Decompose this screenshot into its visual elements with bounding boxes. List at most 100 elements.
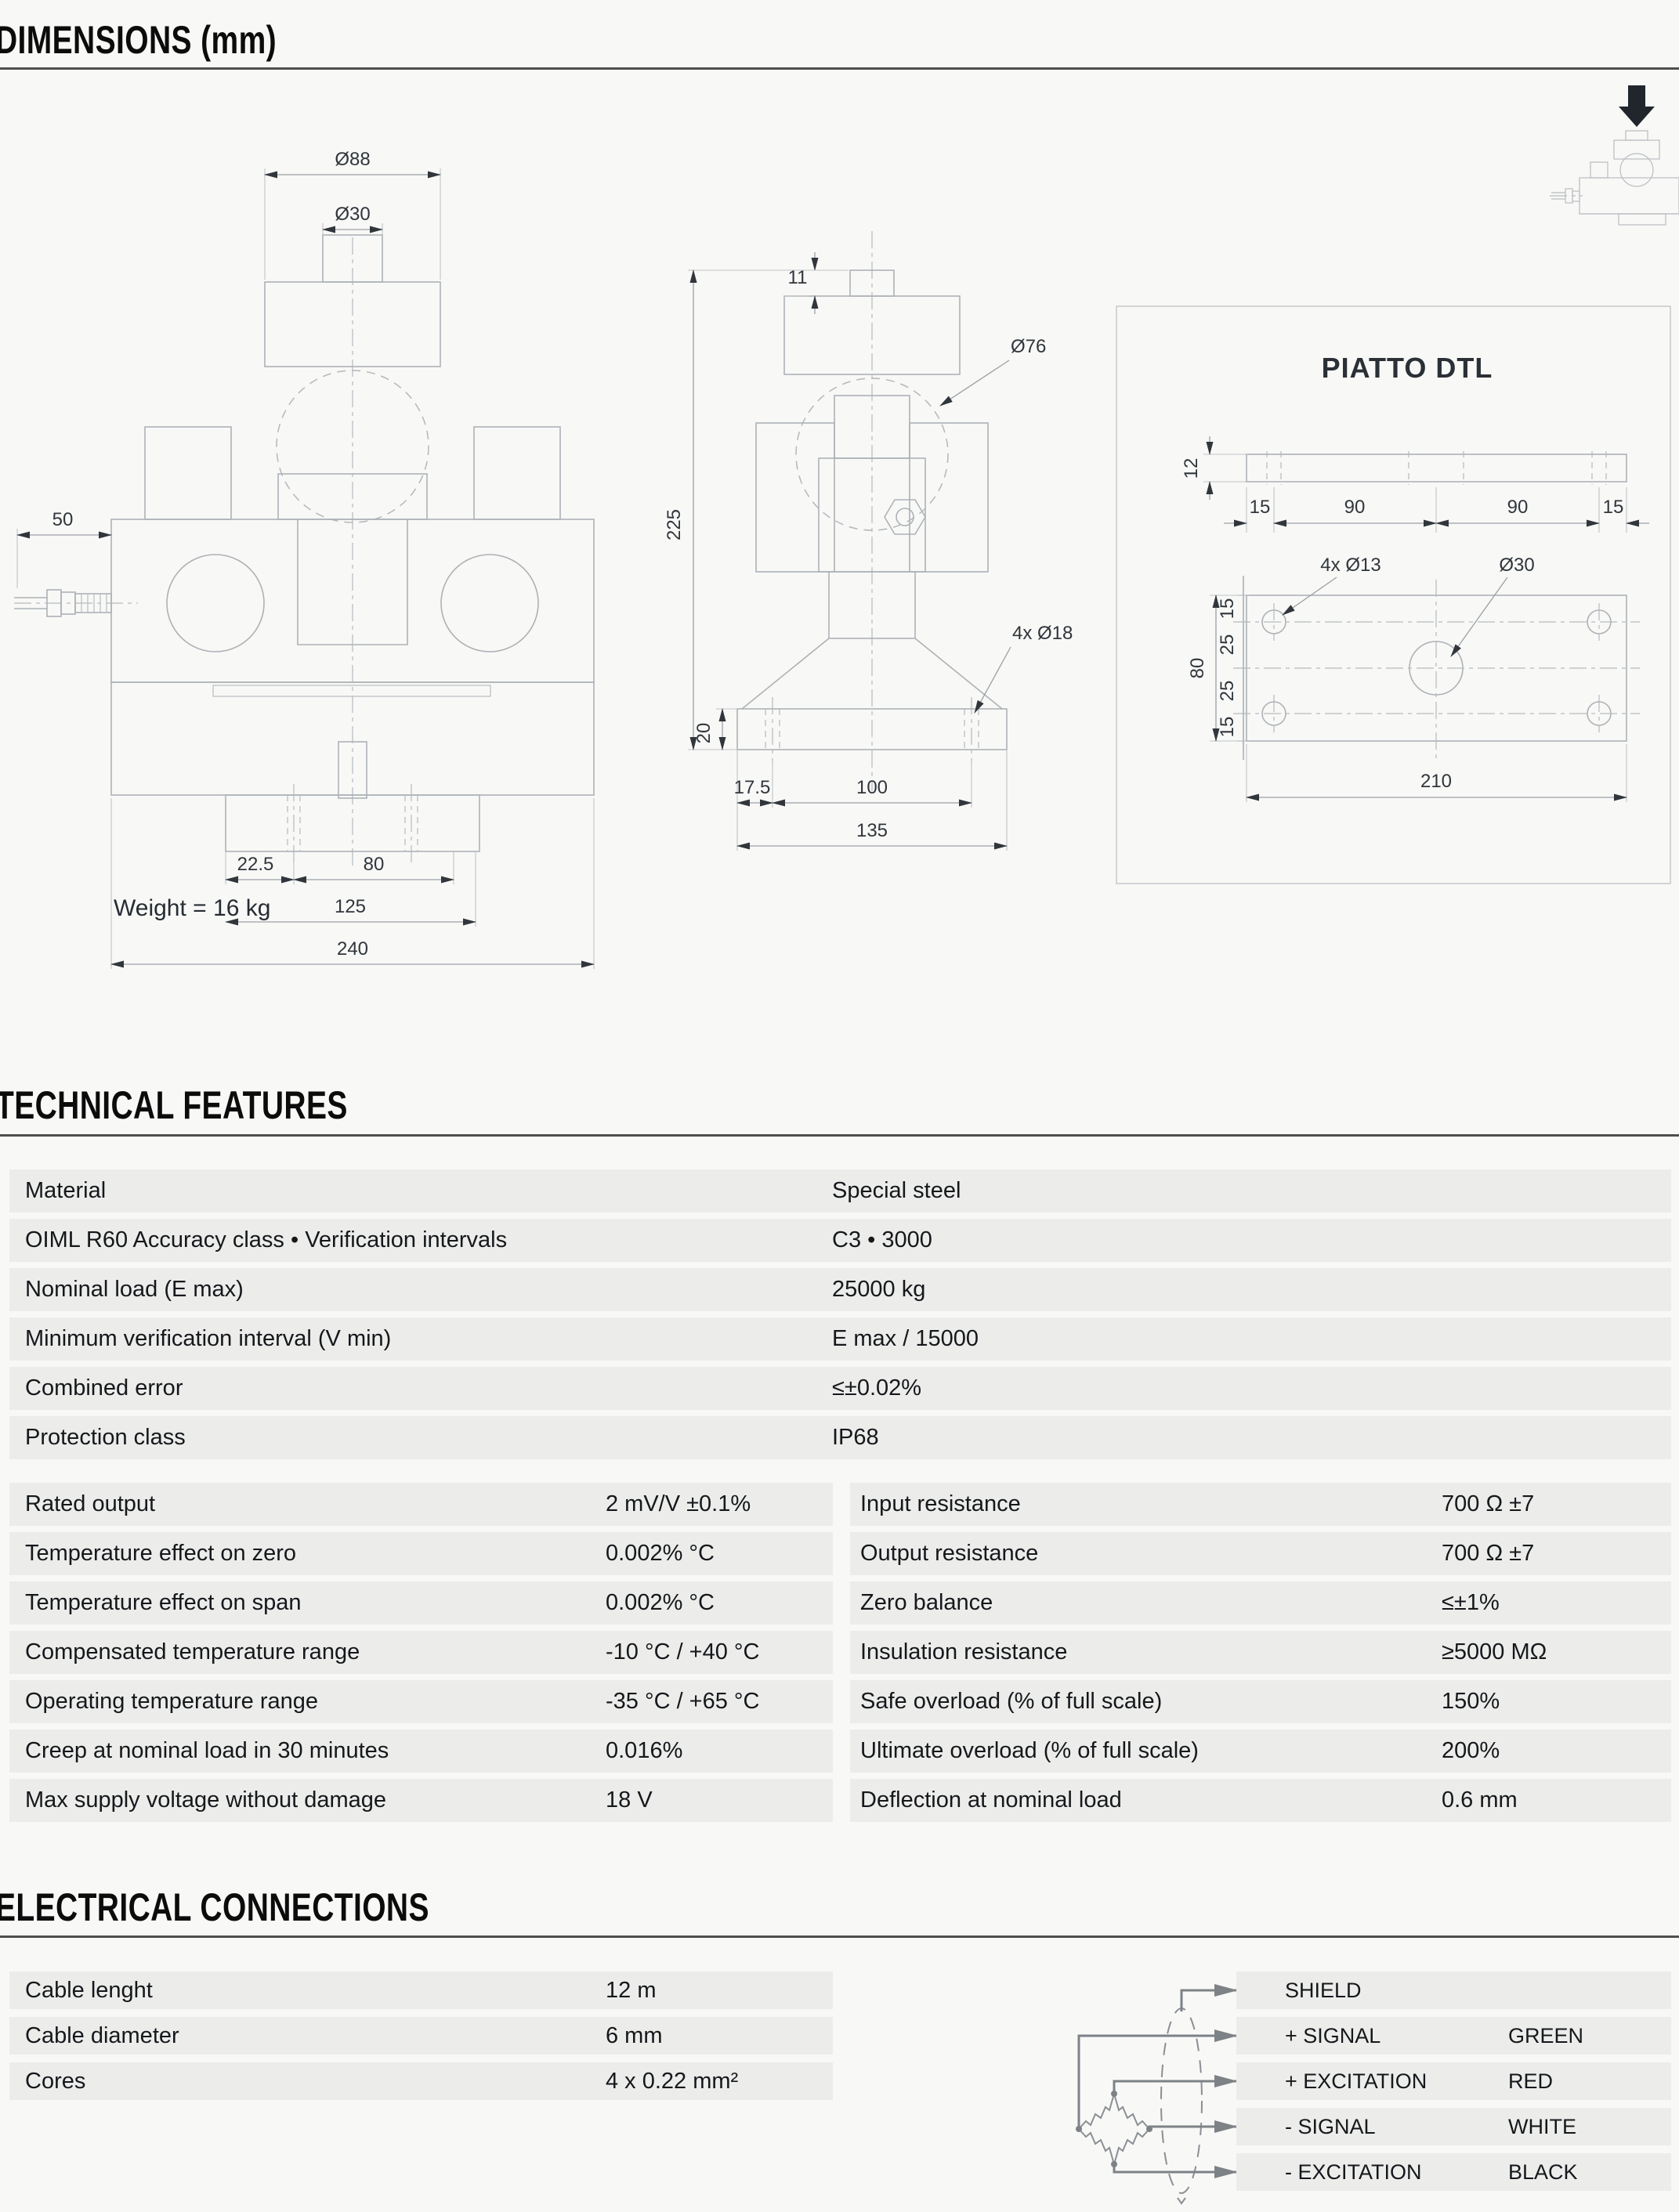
spec-value: E max / 15000: [832, 1326, 979, 1351]
dim-label: 17.5: [734, 777, 771, 798]
spec-label: Rated output: [25, 1491, 156, 1516]
table-row: SHIELD: [1236, 1972, 1671, 2009]
spec-label: Safe overload (% of full scale): [860, 1689, 1163, 1714]
spec-label: Creep at nominal load in 30 minutes: [25, 1738, 389, 1763]
table-row: Safe overload (% of full scale) 150%: [850, 1680, 1671, 1723]
wire-color: BLACK: [1508, 2160, 1578, 2184]
table-row: Ultimate overload (% of full scale) 200%: [850, 1729, 1671, 1773]
spec-label: Operating temperature range: [25, 1689, 318, 1714]
cable-table: Cable lenght 12 m Cable diameter 6 mm Core…: [9, 1972, 833, 2108]
spec-label: Material: [25, 1178, 107, 1203]
dim-label: 135: [856, 820, 888, 841]
spec-value: ≤±1%: [1442, 1590, 1500, 1615]
table-row: Rated output 2 mV/V ±0.1%: [9, 1483, 833, 1526]
dim-label: 12: [1181, 458, 1202, 479]
technical-features-table: Material Special steel OIML R60 Accuracy …: [9, 1169, 1671, 1466]
table-row: OIML R60 Accuracy class • Verification i…: [9, 1219, 1671, 1262]
spec-value: -10 °C / +40 °C: [606, 1639, 760, 1664]
dim-label: 225: [664, 509, 685, 540]
table-row: Input resistance 700 Ω ±7: [850, 1483, 1671, 1526]
spec-label: Max supply voltage without damage: [25, 1787, 387, 1813]
specs-table-right: Input resistance 700 Ω ±7 Output resistan…: [850, 1483, 1671, 1828]
spec-value: ≤±0.02%: [832, 1375, 922, 1401]
dim-label: 90: [1344, 497, 1366, 518]
table-row: Zero balance ≤±1%: [850, 1581, 1671, 1625]
dim-label: Ø30: [335, 204, 370, 225]
spec-value: C3 • 3000: [832, 1227, 932, 1252]
spec-label: Cable lenght: [25, 1977, 153, 2003]
spec-value: ≥5000 MΩ: [1442, 1639, 1547, 1664]
spec-label: Nominal load (E max): [25, 1277, 244, 1302]
spec-value: 0.016%: [606, 1738, 683, 1763]
table-row: Combined error ≤±0.02%: [9, 1367, 1671, 1410]
spec-value: 6 mm: [606, 2022, 663, 2048]
table-row: Compensated temperature range -10 °C / +4…: [9, 1631, 833, 1674]
spec-value: 700 Ω ±7: [1442, 1491, 1535, 1516]
dim-label: 50: [52, 509, 74, 530]
dim-label: 15: [1217, 717, 1238, 738]
dim-label: 100: [856, 777, 888, 798]
spec-value: IP68: [832, 1425, 879, 1450]
section-title-technical: TECHNICAL FEATURES: [0, 1083, 348, 1127]
wire-color: GREEN: [1508, 2023, 1584, 2048]
spec-value: 0.6 mm: [1442, 1787, 1518, 1813]
spec-label: Zero balance: [860, 1590, 993, 1615]
wire-label: + SIGNAL: [1285, 2023, 1381, 2048]
dim-label: 22.5: [237, 854, 274, 875]
spec-label: Input resistance: [860, 1491, 1021, 1516]
spec-label: OIML R60 Accuracy class • Verification i…: [25, 1227, 508, 1252]
dim-label: 4x Ø13: [1320, 555, 1380, 576]
spec-value: 0.002% °C: [606, 1541, 715, 1566]
wire-label: - SIGNAL: [1285, 2114, 1376, 2138]
spec-label: Insulation resistance: [860, 1639, 1068, 1664]
table-row: Material Special steel: [9, 1169, 1671, 1213]
spec-label: Ultimate overload (% of full scale): [860, 1738, 1199, 1763]
spec-value: 25000 kg: [832, 1277, 926, 1302]
spec-label: Combined error: [25, 1375, 183, 1401]
weight-note: Weight = 16 kg: [114, 895, 271, 921]
dim-label: 240: [337, 938, 368, 960]
table-row: Insulation resistance ≥5000 MΩ: [850, 1631, 1671, 1674]
section-divider: [0, 67, 1679, 70]
wiring-table: SHIELD + SIGNAL GREEN + EXCITATION RED - S…: [1236, 1972, 1671, 2199]
dim-label: 15: [1217, 598, 1238, 620]
wire-color: RED: [1508, 2069, 1554, 2093]
table-row: Deflection at nominal load 0.6 mm: [850, 1779, 1671, 1822]
spec-value: 2 mV/V ±0.1%: [606, 1491, 751, 1516]
plate-drawing: PIATTO DTL 12 15 90 90 15: [1116, 305, 1671, 884]
wire-color: WHITE: [1508, 2114, 1576, 2138]
spec-label: Cable diameter: [25, 2022, 179, 2048]
table-row: Nominal load (E max) 25000 kg: [9, 1268, 1671, 1311]
spec-value: -35 °C / +65 °C: [606, 1689, 760, 1714]
table-row: Minimum verification interval (V min) E m…: [9, 1317, 1671, 1361]
dim-label: 15: [1250, 497, 1271, 518]
spec-value: Special steel: [832, 1178, 961, 1203]
spec-value: 0.002% °C: [606, 1590, 715, 1615]
dim-label: Ø30: [1499, 555, 1534, 576]
table-row: Max supply voltage without damage 18 V: [9, 1779, 833, 1822]
table-row: - SIGNAL WHITE: [1236, 2108, 1671, 2145]
dim-label: 80: [1187, 658, 1208, 679]
dim-label: 20: [693, 723, 715, 744]
spec-label: Temperature effect on zero: [25, 1541, 297, 1566]
table-row: Operating temperature range -35 °C / +65 …: [9, 1680, 833, 1723]
table-row: Output resistance 700 Ω ±7: [850, 1532, 1671, 1575]
spec-value: 4 x 0.22 mm²: [606, 2068, 739, 2094]
spec-value: 12 m: [606, 1977, 657, 2003]
spec-value: 150%: [1442, 1689, 1500, 1714]
spec-value: 200%: [1442, 1738, 1500, 1763]
section-divider: [0, 1936, 1679, 1938]
spec-label: Protection class: [25, 1425, 186, 1450]
table-row: Temperature effect on span 0.002% °C: [9, 1581, 833, 1625]
spec-value: 700 Ω ±7: [1442, 1541, 1535, 1566]
spec-label: Output resistance: [860, 1541, 1039, 1566]
dim-label: 90: [1507, 497, 1529, 518]
load-direction-icon: [1550, 85, 1679, 226]
spec-label: Cores: [25, 2068, 86, 2094]
plate-title: PIATTO DTL: [1322, 352, 1493, 384]
wire-label: + EXCITATION: [1285, 2069, 1428, 2093]
specs-table-left: Rated output 2 mV/V ±0.1% Temperature eff…: [9, 1483, 833, 1828]
spec-label: Compensated temperature range: [25, 1639, 360, 1664]
spec-label: Deflection at nominal load: [860, 1787, 1122, 1813]
